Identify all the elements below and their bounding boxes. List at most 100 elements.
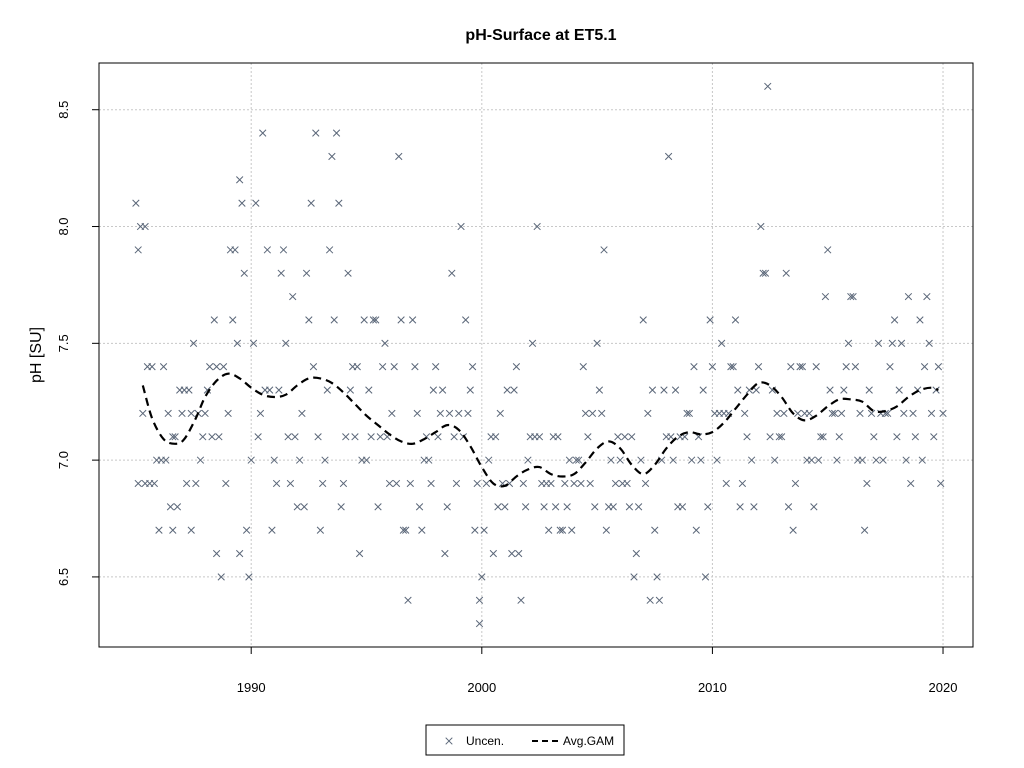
x-tick-label: 1990	[237, 680, 266, 695]
data-point	[164, 409, 172, 418]
data-point	[692, 526, 700, 534]
data-point	[840, 386, 848, 394]
data-point	[284, 433, 292, 441]
data-point	[325, 246, 334, 254]
data-point	[602, 526, 610, 534]
data-point	[771, 456, 779, 464]
avg-gam-line	[141, 372, 939, 488]
data-point	[584, 433, 592, 441]
data-point	[796, 363, 804, 371]
data-point	[411, 363, 419, 371]
data-point	[473, 479, 481, 488]
data-point	[178, 409, 186, 418]
data-point	[212, 363, 221, 371]
x-tick-label: 2020	[929, 680, 958, 695]
data-point	[436, 409, 444, 418]
data-point	[399, 526, 408, 534]
data-point	[402, 526, 410, 534]
data-point	[660, 386, 668, 394]
data-point	[934, 363, 943, 371]
data-point	[429, 386, 438, 394]
data-point	[203, 386, 212, 394]
data-point	[233, 339, 242, 347]
data-point	[134, 479, 142, 488]
data-point	[664, 152, 673, 161]
data-point	[355, 549, 364, 558]
data-point	[872, 456, 880, 464]
data-point	[844, 339, 853, 347]
data-point	[171, 433, 179, 441]
data-point	[517, 596, 525, 604]
data-point	[148, 363, 156, 371]
data-point	[503, 386, 511, 394]
data-point	[727, 363, 735, 371]
data-point	[450, 433, 458, 441]
data-point	[757, 222, 765, 231]
data-point	[743, 433, 751, 441]
data-point	[632, 549, 640, 558]
data-point	[637, 456, 645, 464]
data-point	[427, 479, 435, 488]
data-point	[374, 503, 382, 511]
data-point	[330, 316, 338, 324]
data-point	[321, 456, 329, 464]
data-point	[210, 316, 218, 324]
data-point	[162, 456, 170, 464]
data-point	[625, 503, 634, 511]
data-point	[810, 503, 818, 511]
data-point	[141, 222, 149, 231]
y-tick-label: 7.5	[56, 334, 71, 352]
data-point	[413, 409, 421, 418]
data-point	[489, 549, 497, 558]
data-point	[609, 503, 617, 511]
data-point	[701, 573, 710, 581]
data-point	[575, 456, 583, 464]
data-point	[722, 479, 730, 488]
data-point	[238, 199, 246, 207]
data-point	[927, 409, 936, 418]
data-point	[708, 363, 717, 371]
data-point	[572, 456, 581, 464]
data-point	[685, 409, 694, 418]
data-point	[277, 269, 285, 277]
data-point	[395, 152, 403, 161]
data-point	[565, 456, 574, 464]
data-point	[586, 479, 594, 488]
data-point	[242, 526, 251, 534]
data-point	[206, 363, 214, 371]
data-point	[418, 526, 426, 534]
x-axis: 1990 2000 2010 2020	[237, 646, 958, 695]
data-point	[775, 433, 783, 441]
data-point	[344, 269, 352, 277]
data-point	[671, 386, 680, 394]
data-point	[828, 409, 836, 418]
data-point	[441, 549, 449, 558]
data-point	[360, 316, 368, 324]
data-point	[611, 479, 620, 488]
data-point	[475, 596, 484, 604]
data-point	[897, 339, 906, 347]
data-point	[388, 409, 396, 418]
data-point	[780, 409, 788, 418]
data-point	[452, 479, 461, 488]
data-point	[381, 339, 389, 347]
data-point	[923, 292, 931, 301]
data-point	[678, 503, 687, 511]
data-point	[215, 433, 223, 441]
data-point	[496, 409, 504, 418]
data-point	[319, 479, 327, 488]
data-point	[139, 409, 147, 418]
data-point	[556, 526, 564, 534]
data-point	[704, 503, 712, 511]
data-point	[132, 199, 140, 207]
data-point	[558, 526, 567, 534]
data-point	[669, 456, 677, 464]
data-point	[939, 409, 947, 418]
data-point	[231, 246, 239, 254]
data-point	[570, 479, 578, 488]
data-point	[847, 292, 855, 301]
data-point	[588, 409, 597, 418]
data-point	[729, 363, 737, 371]
data-point	[561, 479, 569, 488]
